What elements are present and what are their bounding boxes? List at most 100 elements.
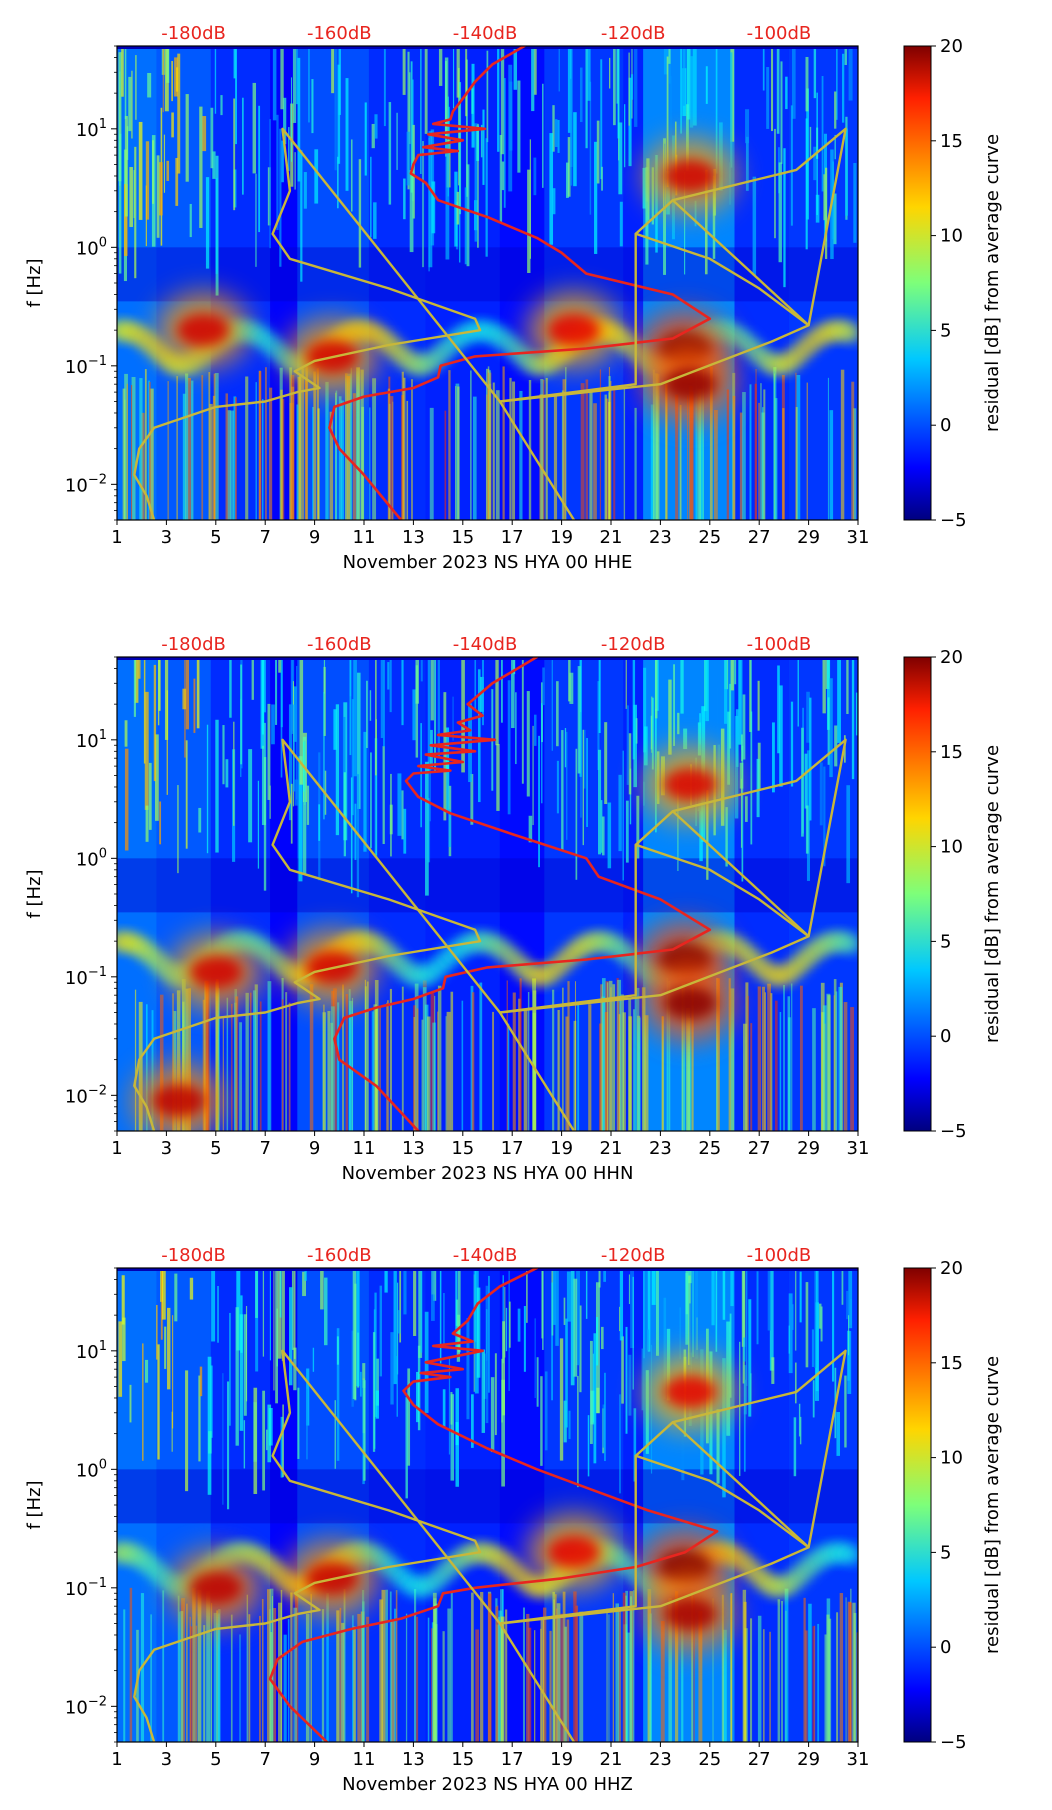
noise-streak <box>164 1326 167 1369</box>
lowfreq-streak <box>500 1616 505 1742</box>
y-tick-base: 10 <box>76 1460 99 1481</box>
lowfreq-streak <box>730 1593 733 1742</box>
noise-streak <box>602 816 605 856</box>
lowfreq-streak <box>644 1015 649 1131</box>
noise-streak <box>212 151 216 179</box>
y-tick-exponent: 1 <box>99 1339 107 1354</box>
noise-streak <box>600 59 603 180</box>
lowfreq-streak <box>356 367 360 520</box>
noise-streak <box>790 701 794 787</box>
lowfreq-streak <box>227 410 231 520</box>
noise-streak <box>131 70 133 139</box>
noise-streak <box>374 738 378 858</box>
noise-streak <box>651 1268 656 1305</box>
noise-streak <box>155 734 159 821</box>
noise-streak <box>834 91 837 129</box>
lowfreq-streak <box>329 411 334 520</box>
noise-streak <box>485 1285 489 1424</box>
noise-streak <box>528 815 533 843</box>
noise-streak <box>741 745 744 882</box>
lowfreq-streak <box>273 1608 277 1742</box>
noise-streak <box>848 46 853 101</box>
noise-streak <box>172 1315 174 1429</box>
hotspot-core <box>189 1571 242 1604</box>
lowfreq-streak <box>608 1614 610 1742</box>
noise-streak <box>628 77 632 167</box>
noise-streak <box>300 150 303 282</box>
lowfreq-streak <box>389 988 392 1131</box>
lowfreq-streak <box>625 1590 629 1742</box>
noise-streak <box>145 805 149 842</box>
noise-streak <box>297 57 301 182</box>
noise-streak <box>480 124 483 158</box>
lowfreq-streak <box>495 390 500 520</box>
noise-streak <box>306 1388 308 1460</box>
y-tick-exponent: −2 <box>88 1694 107 1709</box>
noise-streak <box>735 709 739 767</box>
lowfreq-streak <box>195 1625 198 1742</box>
noise-streak <box>290 77 293 162</box>
hotspot-core <box>152 1084 205 1117</box>
noise-streak <box>393 1268 397 1385</box>
noise-streak <box>534 1318 536 1399</box>
y-tick-exponent: 1 <box>99 728 107 743</box>
noise-streak <box>848 1315 850 1356</box>
y-tick-exponent: −1 <box>88 354 107 369</box>
noise-streak <box>629 768 632 825</box>
colorbar-tick-label: 0 <box>940 415 951 436</box>
lowfreq-streak <box>652 369 655 520</box>
lowfreq-streak <box>560 1613 563 1742</box>
lowfreq-streak <box>745 982 749 1131</box>
lowfreq-streak <box>769 1631 771 1742</box>
x-tick-label: 19 <box>550 1749 573 1770</box>
noise-streak <box>437 657 440 758</box>
hotspot-core <box>189 955 242 988</box>
lowfreq-streak <box>162 1590 165 1742</box>
noise-streak <box>712 175 716 259</box>
noise-streak <box>356 1268 360 1387</box>
noise-streak <box>821 75 824 192</box>
noise-streak <box>229 657 232 718</box>
lowfreq-streak <box>447 1608 452 1742</box>
y-tick-exponent: −1 <box>88 965 107 980</box>
colorbar <box>903 45 932 521</box>
noise-streak <box>446 760 450 811</box>
microseism-blob <box>841 935 858 954</box>
noise-streak <box>177 785 179 874</box>
noise-streak <box>628 733 632 795</box>
x-tick-label: 29 <box>797 1749 820 1770</box>
noise-streak <box>199 1366 203 1397</box>
db-scale-label: -180dB <box>161 634 226 655</box>
lowfreq-streak <box>575 1605 579 1742</box>
x-tick-label: 13 <box>402 1138 425 1159</box>
x-tick-label: 15 <box>451 1749 474 1770</box>
noise-streak <box>272 46 277 121</box>
noise-streak <box>573 1278 578 1377</box>
noise-streak <box>156 1305 158 1360</box>
noise-streak <box>596 1387 600 1414</box>
noise-streak <box>323 657 326 694</box>
x-tick-label: 27 <box>748 1138 771 1159</box>
lowfreq-streak <box>824 1634 827 1742</box>
noise-streak <box>711 1268 715 1326</box>
lowfreq-streak <box>553 396 558 520</box>
lowfreq-streak <box>542 379 545 520</box>
noise-streak <box>427 798 431 863</box>
x-tick-label: 21 <box>600 1749 623 1770</box>
x-tick-label: 9 <box>309 1138 320 1159</box>
lowfreq-streak <box>562 1591 566 1742</box>
lowfreq-streak <box>693 1597 695 1742</box>
noise-streak <box>619 1394 621 1494</box>
noise-streak <box>619 201 623 247</box>
db-scale-label: -160dB <box>307 23 372 44</box>
noise-streak <box>388 102 392 205</box>
lowfreq-streak <box>167 381 169 520</box>
lowfreq-streak <box>681 982 686 1131</box>
noise-streak <box>175 157 179 206</box>
lowfreq-streak <box>145 1004 148 1131</box>
noise-streak <box>692 1268 694 1358</box>
noise-streak <box>401 657 404 726</box>
colorbar-tick-label: 10 <box>940 837 963 858</box>
noise-streak <box>628 52 630 126</box>
